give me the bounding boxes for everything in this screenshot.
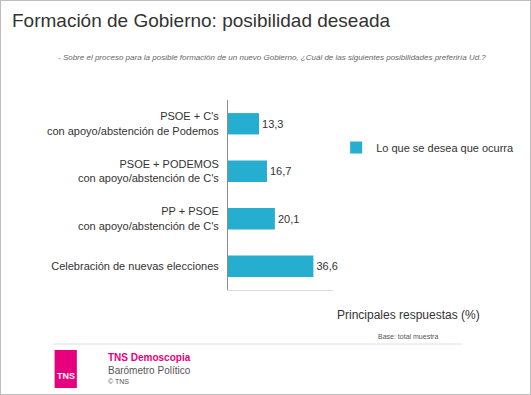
svg-text:Barómetro Político: Barómetro Político <box>108 365 191 376</box>
svg-text:36,6: 36,6 <box>316 260 337 272</box>
svg-text:TNS Demoscopia: TNS Demoscopia <box>108 352 191 363</box>
svg-text:- Sobre el proceso para la pos: - Sobre el proceso para la posible forma… <box>58 53 486 62</box>
svg-text:Formación de Gobierno: posibil: Formación de Gobierno: posibilidad desea… <box>12 10 391 31</box>
svg-text:Lo que se desea que ocurra: Lo que se desea que ocurra <box>376 142 514 154</box>
svg-text:13,3: 13,3 <box>262 118 283 130</box>
svg-text:© TNS: © TNS <box>108 378 129 385</box>
svg-text:Celebración de nuevas eleccion: Celebración de nuevas elecciones <box>51 260 219 272</box>
svg-text:Base: total muestra: Base: total muestra <box>378 333 438 340</box>
svg-text:PSOE + C'scon apoyo/abstención: PSOE + C'scon apoyo/abstención de Podemo… <box>47 110 219 136</box>
svg-text:TNS: TNS <box>57 371 75 381</box>
svg-text:PSOE + PODEMOScon apoyo/absten: PSOE + PODEMOScon apoyo/abstención de C'… <box>78 158 219 184</box>
svg-text:20,1: 20,1 <box>278 213 299 225</box>
svg-text:Principales respuestas (%): Principales respuestas (%) <box>337 308 480 322</box>
svg-text:16,7: 16,7 <box>270 165 291 177</box>
svg-text:PP + PSOEcon apoyo/abstención: PP + PSOEcon apoyo/abstención de C's <box>78 205 219 231</box>
